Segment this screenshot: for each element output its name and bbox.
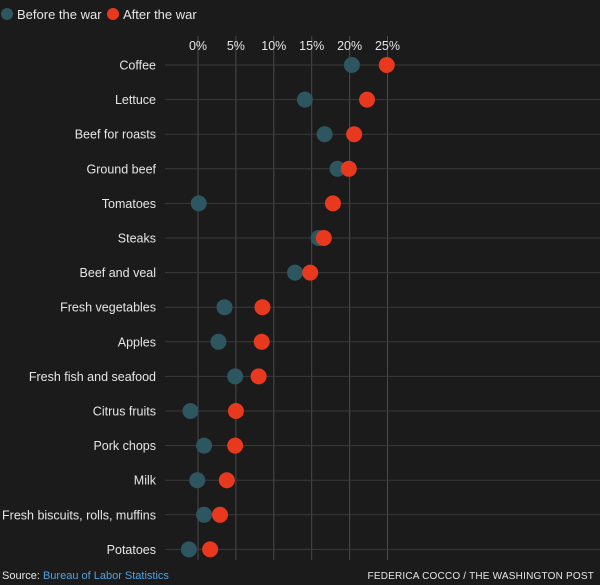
dot-before-war <box>189 472 206 489</box>
dot-after-war <box>378 57 395 73</box>
footer: Source: Bureau of Labor Statistics FEDER… <box>0 568 600 585</box>
category-label: Apples <box>118 335 156 349</box>
source-prefix: Source: <box>2 570 43 582</box>
x-axis-ticks: 0% 5% 10% 15% 20% 25% <box>189 39 400 53</box>
category-label: Potatoes <box>107 543 156 557</box>
dot-before-war <box>196 506 213 523</box>
category-label: Tomatoes <box>102 197 156 211</box>
dot-before-war <box>210 333 227 350</box>
legend-marker-after <box>107 8 119 20</box>
dot-after-war <box>253 333 270 350</box>
legend-marker-before <box>1 8 13 20</box>
category-labels: Coffee Lettuce Beef for roasts Ground beef T… <box>2 59 157 557</box>
category-label: Steaks <box>118 232 156 246</box>
category-label: Fresh biscuits, rolls, muffins <box>2 508 156 522</box>
x-tick-label: 25% <box>375 39 400 53</box>
legend-label-before: Before the war <box>17 7 102 22</box>
dot-after-war <box>250 368 267 385</box>
legend-label-after: After the war <box>123 7 197 22</box>
dot-before-war <box>227 368 244 385</box>
source-note: Source: Bureau of Labor Statistics <box>2 570 169 582</box>
dot-before-war <box>296 91 313 108</box>
dot-plot-chart: Before the war After the war 0% 5% 10% 15% 2… <box>1 7 600 560</box>
credit-line: FEDERICA COCCO / THE WASHINGTON POST <box>367 571 594 582</box>
source-link[interactable]: Bureau of Labor Statistics <box>42 570 169 582</box>
category-label: Beef for roasts <box>75 128 156 142</box>
legend: Before the war After the war <box>1 7 197 22</box>
dot-after-war <box>254 299 271 316</box>
dot-after-war <box>315 230 332 246</box>
category-label: Lettuce <box>115 93 156 107</box>
category-label: Coffee <box>119 59 156 73</box>
x-tick-label: 0% <box>189 39 207 53</box>
dot-after-war <box>227 403 244 419</box>
dot-after-war <box>202 541 219 558</box>
dot-before-war <box>190 195 207 212</box>
dot-after-war <box>227 437 244 454</box>
x-tick-label: 15% <box>299 39 324 53</box>
category-label: Ground beef <box>87 162 157 176</box>
dot-after-war <box>346 126 363 143</box>
category-label: Beef and veal <box>80 266 156 280</box>
category-label: Fresh fish and seafood <box>29 370 156 384</box>
dot-before-war <box>329 160 346 177</box>
dot-after-war <box>211 506 228 523</box>
x-tick-label: 5% <box>227 39 245 53</box>
dot-before-war <box>287 264 304 281</box>
dot-after-war <box>359 91 376 108</box>
dot-after-war <box>340 160 357 177</box>
x-tick-label: 10% <box>261 39 286 53</box>
dot-before-war <box>343 57 360 73</box>
dot-before-war <box>196 437 213 454</box>
dot-before-war <box>182 403 199 419</box>
dot-before-war <box>316 126 333 143</box>
category-label: Milk <box>134 474 157 488</box>
category-label: Pork chops <box>93 439 156 453</box>
dot-after-war <box>302 264 319 281</box>
data-points <box>180 57 395 558</box>
dot-after-war <box>218 472 235 489</box>
category-label: Fresh vegetables <box>60 301 156 315</box>
category-label: Citrus fruits <box>93 405 156 419</box>
dot-before-war <box>216 299 233 316</box>
dot-after-war <box>324 195 341 212</box>
x-tick-label: 20% <box>337 39 362 53</box>
dot-before-war <box>180 541 197 558</box>
grid <box>165 36 600 560</box>
